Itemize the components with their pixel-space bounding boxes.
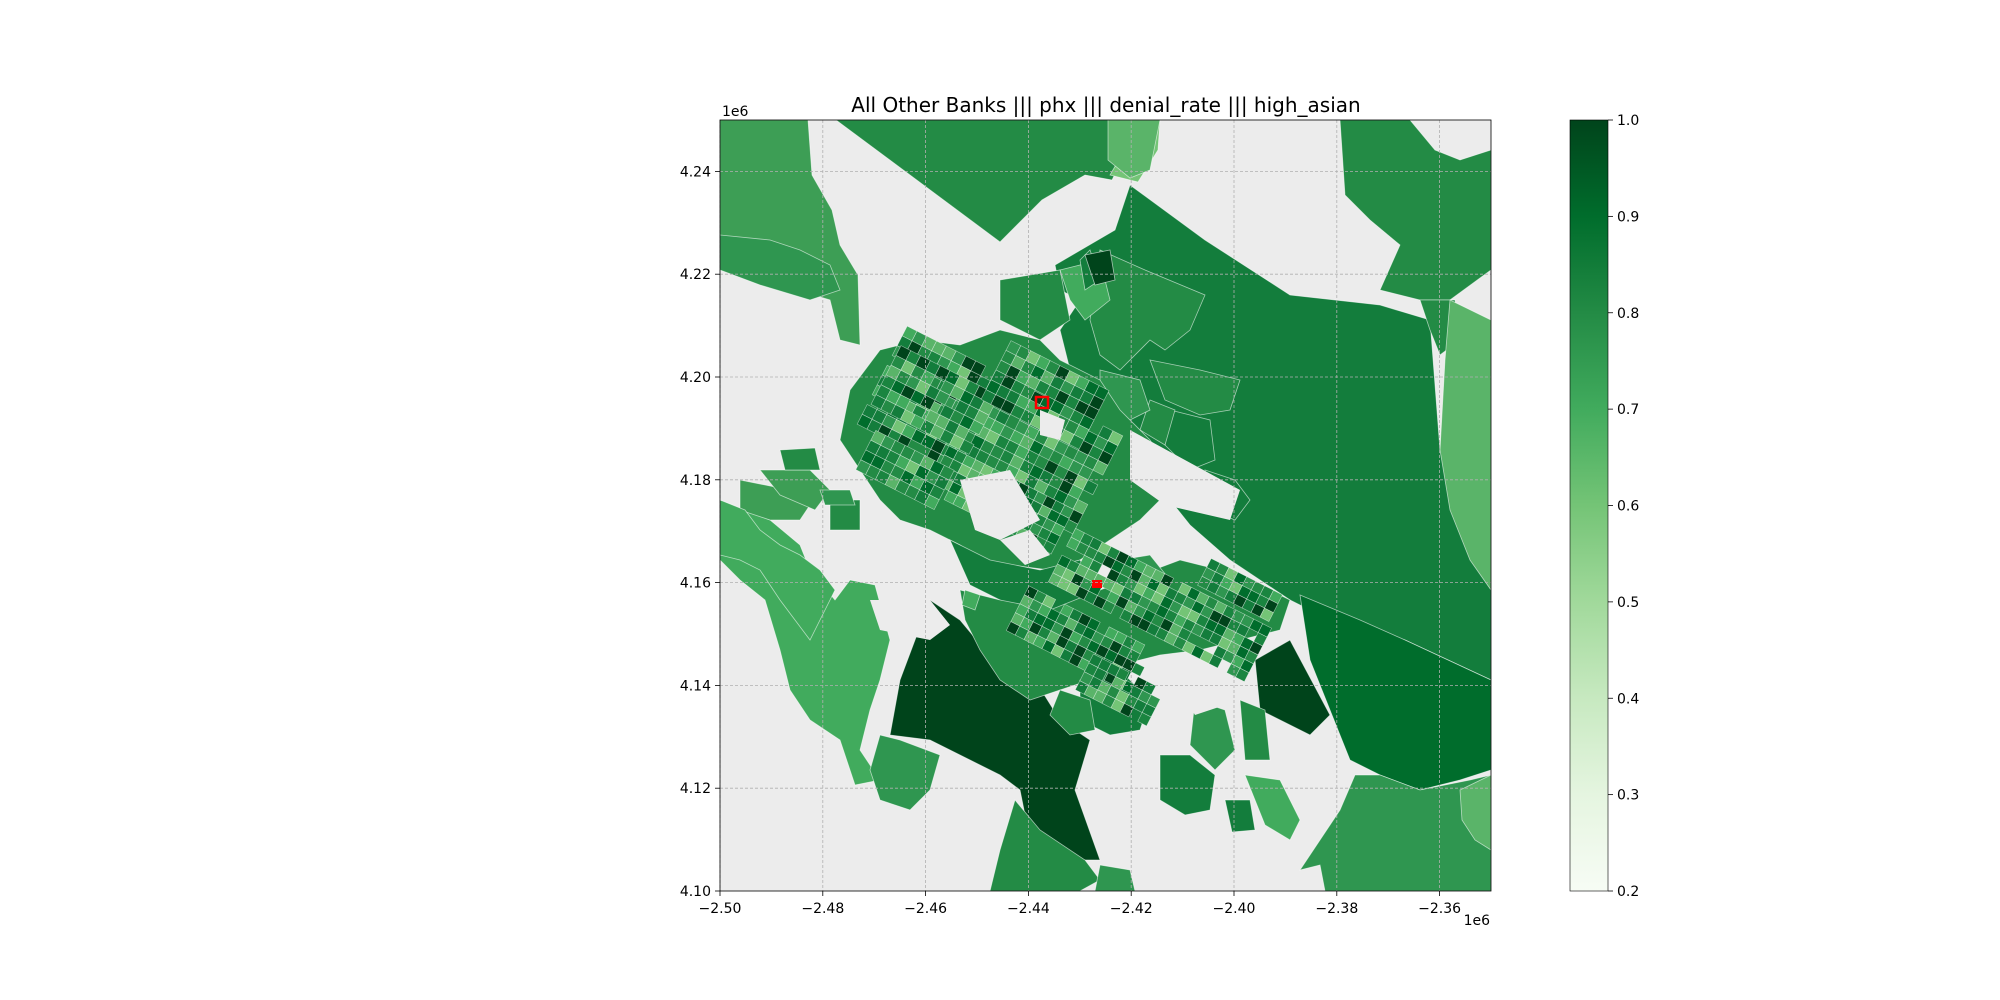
x-axis-ticks: −2.50 −2.48 −2.46 −2.44 −2.42 −2.40 −2.38 −2.36 [699, 891, 1461, 917]
colorbar-tick-label: 0.4 [1617, 691, 1639, 707]
highlight-marker [1034, 395, 1050, 410]
colorbar-tick-label: 0.5 [1617, 595, 1639, 611]
tract-polygon [1149, 359, 1241, 416]
tract-polygon [1189, 699, 1236, 771]
tract-polygon [1107, 120, 1161, 179]
tract-cell [1092, 459, 1109, 476]
colorbar-tick-label: 0.2 [1617, 884, 1639, 900]
x-tick-label: −2.38 [1315, 901, 1358, 917]
tract-polygon [720, 234, 841, 301]
tract-cell [1038, 444, 1055, 461]
x-tick-label: −2.48 [801, 901, 844, 917]
tract-polygon [819, 489, 856, 506]
tract-polygon [1159, 754, 1216, 816]
tract-polygon [1299, 774, 1491, 891]
tract-cell [1092, 667, 1108, 682]
x-tick-label: −2.46 [904, 901, 947, 917]
y-axis-ticks: 4.10 4.12 4.14 4.16 4.18 4.20 4.22 4.24 [680, 164, 720, 900]
x-offset-label: 1e6 [1464, 913, 1491, 929]
tract-cell [919, 394, 936, 411]
tract-polygon [1244, 774, 1301, 841]
tract-polygon [999, 269, 1071, 341]
tract-polygon [1439, 299, 1491, 591]
tract-polygon [1139, 399, 1176, 446]
tract-polygon [779, 447, 821, 471]
tract-polygon [989, 799, 1101, 891]
chart-title: All Other Banks ||| phx ||| denial_rate … [851, 93, 1360, 117]
highlighted-tracts [1034, 395, 1102, 588]
y-tick-label: 4.12 [680, 781, 711, 797]
empty-area [1130, 430, 1240, 520]
tract-cell [1101, 599, 1116, 614]
map-axes: −2.50 −2.48 −2.46 −2.44 −2.42 −2.40 −2.38 −2.36… [680, 104, 1492, 929]
x-tick-label: −2.40 [1213, 901, 1256, 917]
y-tick-label: 4.18 [680, 473, 711, 489]
tract-polygon [1459, 774, 1491, 851]
x-tick-label: −2.50 [699, 901, 742, 917]
tract-cell [1068, 434, 1085, 450]
empty-area [1000, 530, 1050, 565]
tract-cell [934, 389, 951, 406]
tract-polygon [1084, 249, 1116, 286]
tract-cell [924, 494, 940, 510]
tract-cell [1259, 607, 1274, 622]
tract-cell [1235, 667, 1250, 683]
tract-polygon [835, 120, 1143, 243]
tract-polygons [720, 120, 1491, 891]
empty-area [1180, 680, 1240, 715]
y-tick-label: 4.10 [680, 884, 711, 900]
tract-cell [958, 439, 975, 455]
tract-cell [968, 419, 985, 436]
x-tick-label: −2.42 [1110, 901, 1153, 917]
y-tick-label: 4.24 [680, 164, 711, 180]
map-frame [719, 119, 1492, 892]
tract-polygon [869, 734, 941, 811]
colorbar-gradient [1569, 119, 1609, 892]
tract-polygon [1094, 864, 1136, 891]
empty-area [1040, 410, 1065, 440]
dense-tract-mosaic [855, 325, 1283, 727]
tract-cell [1137, 712, 1152, 727]
x-tick-label: −2.36 [1418, 901, 1461, 917]
tract-polygon [1089, 249, 1206, 371]
tract-polygon [720, 499, 836, 641]
y-offset-label: 1e6 [722, 104, 749, 120]
empty-area [870, 600, 950, 640]
colorbar-ticks: 0.2 0.3 0.4 0.5 0.6 0.7 0.8 0.9 1.0 [1608, 113, 1639, 900]
colorbar-tick-label: 0.7 [1617, 402, 1639, 418]
tract-polygon [1254, 639, 1331, 736]
tract-cell [1130, 662, 1146, 677]
tract-cell [1082, 479, 1099, 496]
colorbar: 0.2 0.3 0.4 0.5 0.6 0.7 0.8 0.9 1.0 [1569, 113, 1639, 900]
highlight-marker [1092, 580, 1102, 588]
tract-polygon [1049, 689, 1096, 736]
unpopulated-areas [870, 410, 1240, 715]
tract-polygon [961, 589, 981, 611]
y-tick-label: 4.22 [680, 267, 711, 283]
tract-polygon [1239, 699, 1271, 761]
tract-cell [1208, 654, 1223, 669]
empty-area [960, 470, 1040, 540]
tract-cell [1053, 439, 1070, 456]
tract-polygon [1224, 799, 1256, 833]
colorbar-tick-label: 0.9 [1617, 209, 1639, 225]
x-tick-label: −2.44 [1007, 901, 1050, 917]
colorbar-tick-label: 0.6 [1617, 499, 1639, 515]
y-tick-label: 4.14 [680, 678, 711, 694]
colorbar-tick-label: 1.0 [1617, 113, 1639, 129]
y-tick-label: 4.20 [680, 370, 711, 386]
y-tick-label: 4.16 [680, 576, 711, 592]
colorbar-tick-label: 0.3 [1617, 788, 1639, 804]
colorbar-tick-label: 0.8 [1617, 306, 1639, 322]
